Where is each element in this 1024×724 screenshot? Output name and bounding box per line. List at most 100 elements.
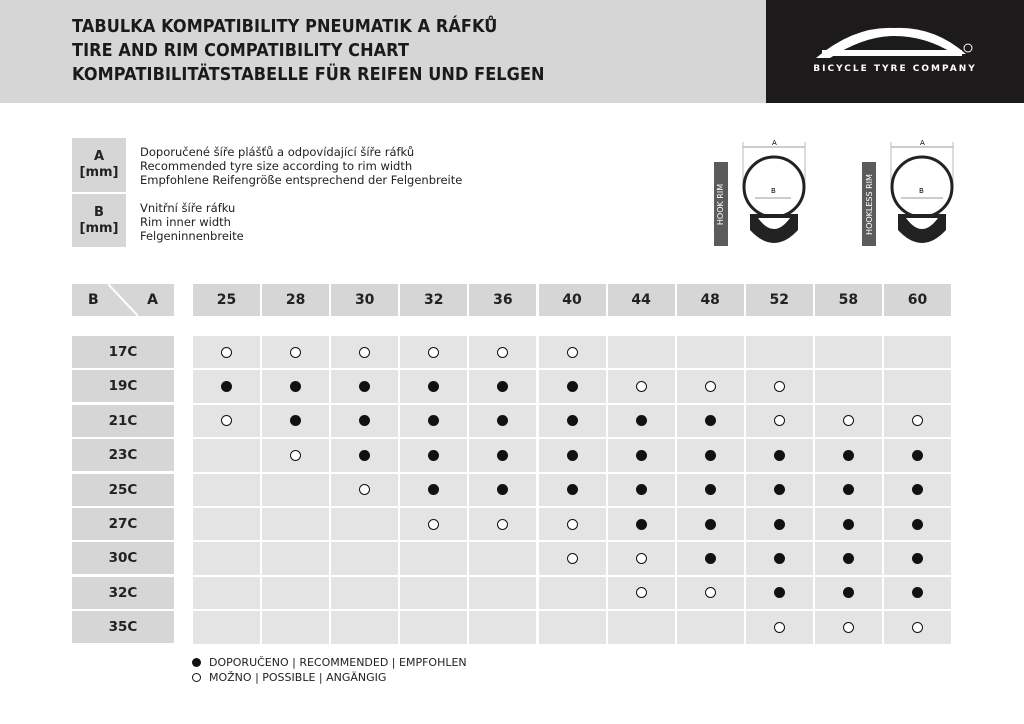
recommended-dot bbox=[842, 484, 854, 496]
recommended-dot bbox=[635, 449, 647, 461]
legend-possible: MOŽNO | POSSIBLE | ANGÄNGIG bbox=[192, 671, 386, 684]
table-cell bbox=[814, 404, 882, 438]
possible-dot bbox=[359, 346, 371, 358]
table-cell bbox=[400, 611, 468, 644]
table-cell bbox=[193, 542, 260, 575]
recommended-dot bbox=[912, 518, 923, 530]
column-header: 36 bbox=[469, 284, 537, 316]
svg-text:A: A bbox=[920, 139, 925, 147]
table-cell bbox=[884, 439, 951, 472]
col-axis-label: A bbox=[147, 292, 158, 308]
key-a-line: Doporučené šíře plášťů a odpovídající ší… bbox=[140, 145, 415, 159]
table-cell bbox=[814, 611, 882, 644]
row-header: 23C bbox=[72, 439, 174, 472]
table-cell bbox=[607, 439, 675, 472]
table-cell bbox=[262, 473, 330, 506]
possible-dot bbox=[842, 621, 854, 633]
table-cell bbox=[884, 576, 951, 610]
table-cell bbox=[745, 439, 813, 472]
hookless-rim-label: HOOKLESS RIM bbox=[862, 162, 876, 246]
table-cell bbox=[607, 611, 675, 644]
table-cell bbox=[745, 611, 813, 644]
svg-text:B: B bbox=[771, 187, 776, 195]
table-cell bbox=[331, 439, 399, 472]
recommended-dot bbox=[428, 449, 440, 461]
possible-dot bbox=[566, 346, 578, 358]
table-cell bbox=[331, 370, 399, 403]
row-header: 32C bbox=[72, 576, 174, 609]
column-header: 48 bbox=[676, 284, 744, 316]
row-header: 17C bbox=[72, 336, 174, 368]
recommended-dot bbox=[566, 449, 578, 461]
recommended-dot bbox=[566, 381, 578, 393]
table-cell bbox=[676, 542, 744, 575]
table-cell bbox=[193, 473, 260, 506]
table-cell bbox=[884, 370, 951, 403]
possible-dot bbox=[566, 553, 578, 565]
table-cell bbox=[262, 508, 330, 541]
row-header: 27C bbox=[72, 508, 174, 540]
svg-text:A: A bbox=[772, 139, 777, 147]
hook-rim-label: HOOK RIM bbox=[714, 162, 728, 246]
key-b-line: Felgeninnenbreite bbox=[140, 229, 244, 243]
table-cell bbox=[607, 542, 675, 575]
table-cell bbox=[884, 542, 951, 575]
table-cell bbox=[193, 370, 260, 403]
key-a-unit: [mm] bbox=[79, 165, 119, 180]
table-cell bbox=[538, 542, 606, 575]
table-cell bbox=[538, 576, 606, 610]
possible-dot bbox=[842, 415, 854, 427]
table-cell bbox=[538, 370, 606, 403]
column-header: 58 bbox=[814, 284, 882, 316]
table-cell bbox=[676, 336, 744, 369]
column-header: 25 bbox=[193, 284, 260, 316]
recommended-dot bbox=[635, 484, 647, 496]
key-a-text: Doporučené šíře plášťů a odpovídající ší… bbox=[140, 145, 462, 187]
table-cell bbox=[676, 439, 744, 472]
table-cell bbox=[814, 336, 882, 369]
possible-dot bbox=[912, 621, 923, 633]
table-cell bbox=[607, 473, 675, 506]
possible-dot bbox=[497, 346, 509, 358]
column-header: 40 bbox=[538, 284, 606, 316]
key-a-box: A [mm] bbox=[72, 138, 126, 192]
table-cell bbox=[469, 336, 537, 369]
table-cell bbox=[814, 542, 882, 575]
diagonal-divider bbox=[108, 284, 138, 316]
recommended-dot bbox=[566, 484, 578, 496]
table-cell bbox=[193, 576, 260, 610]
table-cell bbox=[607, 404, 675, 438]
table-cell bbox=[400, 439, 468, 472]
possible-dot bbox=[428, 518, 440, 530]
table-cell bbox=[400, 542, 468, 575]
recommended-dot bbox=[773, 587, 785, 599]
recommended-dot bbox=[773, 553, 785, 565]
table-cell bbox=[262, 542, 330, 575]
possible-dot bbox=[221, 346, 232, 358]
table-cell bbox=[262, 336, 330, 369]
table-cell bbox=[469, 439, 537, 472]
header: TABULKA KOMPATIBILITY PNEUMATIK A RÁFKŮ … bbox=[0, 0, 766, 103]
table-cell bbox=[400, 473, 468, 506]
legend-recommended: DOPORUČENO | RECOMMENDED | EMPFOHLEN bbox=[192, 656, 467, 669]
table-cell bbox=[814, 439, 882, 472]
table-cell bbox=[884, 404, 951, 438]
table-cell bbox=[884, 611, 951, 644]
table-cell bbox=[262, 439, 330, 472]
recommended-dot bbox=[497, 484, 509, 496]
table-cell bbox=[193, 508, 260, 541]
row-header: 19C bbox=[72, 370, 174, 403]
table-cell bbox=[607, 508, 675, 541]
recommended-dot bbox=[912, 553, 923, 565]
recommended-dot bbox=[635, 518, 647, 530]
table-cell bbox=[538, 473, 606, 506]
possible-dot bbox=[912, 415, 923, 427]
table-cell bbox=[538, 508, 606, 541]
title-de: KOMPATIBILITÄTSTABELLE FÜR REIFEN UND FE… bbox=[72, 65, 545, 85]
key-b-line: Rim inner width bbox=[140, 215, 231, 229]
possible-dot bbox=[704, 381, 716, 393]
table-cell bbox=[814, 576, 882, 610]
key-b-box: B [mm] bbox=[72, 194, 126, 247]
svg-text:B: B bbox=[919, 187, 924, 195]
table-cell bbox=[676, 611, 744, 644]
